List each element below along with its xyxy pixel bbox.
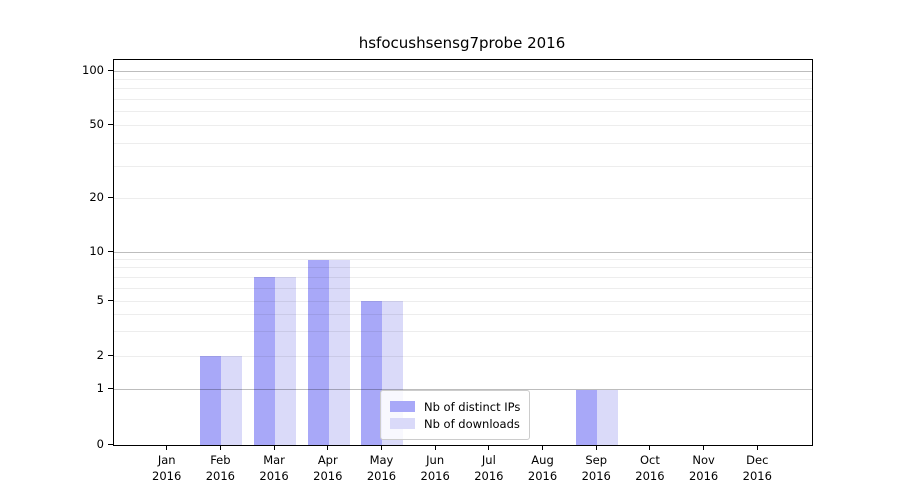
x-tick-mark [756, 445, 758, 450]
y-tick-label: 20 [89, 190, 104, 205]
legend-swatch-downloads [390, 418, 415, 429]
y-tick-mark [108, 69, 113, 71]
y-tick-mark [108, 388, 113, 390]
legend-label: Nb of downloads [424, 416, 520, 431]
bar-distinct-ips [361, 301, 383, 445]
x-tick-mark [488, 445, 490, 450]
gridline-minor [114, 287, 812, 289]
y-tick-mark [108, 197, 113, 199]
y-tick-label: 1 [96, 381, 104, 396]
y-tick-label: 100 [82, 62, 104, 77]
gridline-minor [114, 276, 812, 278]
bar-distinct-ips [307, 259, 329, 445]
gridline-minor [114, 166, 812, 168]
y-tick-label: 50 [89, 117, 104, 132]
gridline-minor [114, 198, 812, 200]
gridline-minor [114, 88, 812, 90]
x-tick-label: Feb 2016 [205, 453, 236, 483]
x-tick-label: Jul 2016 [474, 453, 504, 483]
legend-item: Nb of distinct IPs [390, 398, 520, 415]
gridline-major [114, 251, 812, 253]
x-tick-mark [595, 445, 597, 450]
x-tick-label: Nov 2016 [688, 453, 719, 483]
y-tick-label: 0 [96, 436, 104, 451]
y-tick-label: 5 [96, 292, 104, 307]
legend-label: Nb of distinct IPs [424, 399, 521, 414]
bar-distinct-ips [254, 277, 276, 445]
x-tick-mark [327, 445, 329, 450]
x-tick-label: Jun 2016 [420, 453, 450, 483]
gridline-minor [114, 313, 812, 315]
x-tick-mark [434, 445, 436, 450]
gridline-minor [114, 78, 812, 80]
gridline-minor [114, 267, 812, 269]
x-tick-mark [219, 445, 221, 450]
x-tick-label: Oct 2016 [635, 453, 665, 483]
gridline-major [114, 70, 812, 72]
gridline-minor [114, 125, 812, 127]
y-tick-mark [108, 250, 113, 252]
gridline-minor [114, 110, 812, 112]
x-tick-label: Apr 2016 [313, 453, 343, 483]
x-tick-mark [649, 445, 651, 450]
gridline-minor [114, 143, 812, 145]
x-tick-mark [380, 445, 382, 450]
legend-item: Nb of downloads [390, 415, 520, 432]
legend-swatch-distinct-ips [390, 401, 415, 412]
x-tick-mark [273, 445, 275, 450]
x-tick-label: Sep 2016 [581, 453, 611, 483]
x-tick-label: Mar 2016 [259, 453, 289, 483]
chart-title: hsfocushsensg7probe 2016 [358, 34, 566, 52]
y-tick-mark [108, 299, 113, 301]
bar-downloads [328, 259, 350, 445]
gridline-minor [114, 259, 812, 261]
y-tick-label: 10 [89, 243, 104, 258]
x-tick-label: May 2016 [366, 453, 397, 483]
bar-distinct-ips [200, 356, 222, 445]
gridline-minor [114, 300, 812, 302]
y-tick-label: 2 [96, 347, 104, 362]
bar-downloads [275, 277, 297, 445]
gridline-minor [114, 98, 812, 100]
x-tick-label: Jan 2016 [152, 453, 182, 483]
x-tick-label: Aug 2016 [527, 453, 558, 483]
bar-distinct-ips [576, 389, 598, 445]
y-tick-mark [108, 354, 113, 356]
bar-downloads [221, 356, 243, 445]
gridline-minor [114, 331, 812, 333]
x-tick-mark [542, 445, 544, 450]
legend: Nb of distinct IPs Nb of downloads [380, 390, 531, 440]
plot-area: Nb of distinct IPs Nb of downloads [113, 59, 813, 446]
x-tick-mark [703, 445, 705, 450]
x-tick-mark [166, 445, 168, 450]
y-tick-mark [108, 443, 113, 445]
x-tick-label: Dec 2016 [742, 453, 772, 483]
bar-downloads [597, 389, 619, 445]
gridline-minor [114, 355, 812, 357]
gridline-major [114, 389, 812, 391]
y-tick-mark [108, 124, 113, 126]
